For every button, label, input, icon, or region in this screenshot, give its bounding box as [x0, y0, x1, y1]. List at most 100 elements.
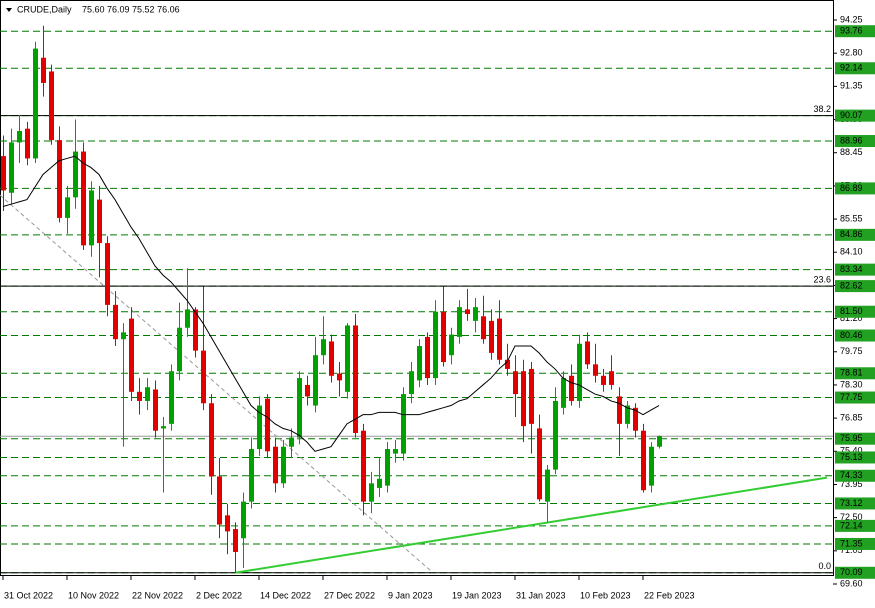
candle-body [369, 483, 374, 502]
candle-body [625, 405, 630, 424]
candle-body [49, 71, 54, 141]
candle-body [649, 446, 654, 486]
candle-body [65, 197, 70, 218]
level-label: 80.46 [840, 330, 863, 340]
candle-body [105, 243, 110, 305]
level-label-box [835, 566, 875, 579]
candle-body [393, 449, 398, 454]
candle-body [361, 430, 366, 502]
y-tick-label: 75.40 [840, 446, 863, 456]
level-label-box [835, 25, 875, 38]
candle-body [89, 190, 94, 246]
candle-body [153, 389, 158, 431]
candle-body [425, 336, 430, 379]
candle-body [513, 371, 518, 395]
candle-body [577, 343, 582, 401]
level-label: 82.62 [840, 280, 863, 290]
candle-body [9, 142, 14, 193]
y-tick-label: 79.75 [840, 346, 863, 356]
x-tick-label: 2 Dec 2022 [196, 590, 242, 600]
candle-body [281, 446, 286, 484]
candle-body [289, 437, 294, 447]
candle-body [329, 341, 334, 376]
level-label-box [835, 182, 875, 195]
candle-body [521, 371, 526, 427]
x-tick-label: 31 Oct 2022 [4, 590, 53, 600]
candle-body [345, 325, 350, 392]
y-tick-label: 91.35 [840, 81, 863, 91]
y-tick-label: 73.95 [840, 479, 863, 489]
candle-body [169, 371, 174, 424]
candle-body [433, 311, 438, 379]
level-label: 86.89 [840, 183, 863, 193]
fib-label: 38.2 [813, 104, 831, 114]
level-label: 92.14 [840, 63, 863, 73]
fib-label: 0.0 [818, 561, 831, 571]
candle-body [553, 400, 558, 470]
level-label-box [835, 329, 875, 342]
level-label: 75.13 [840, 452, 863, 462]
candle-body [129, 318, 134, 392]
y-tick-label: 94.25 [840, 14, 863, 24]
moving-average [2, 155, 660, 452]
level-label-box [835, 228, 875, 241]
candle-body [497, 318, 502, 360]
y-tick-label: 85.55 [840, 213, 863, 223]
level-label: 72.14 [840, 520, 863, 530]
level-label: 81.50 [840, 306, 863, 316]
level-label: 74.33 [840, 470, 863, 480]
y-tick-label: 78.30 [840, 379, 863, 389]
candle-body [481, 316, 486, 340]
level-label-box [835, 62, 875, 75]
y-tick-label: 81.20 [840, 313, 863, 323]
candle-body [265, 398, 270, 452]
level-label-box [835, 497, 875, 510]
candle-body [633, 407, 638, 431]
level-label: 77.75 [840, 392, 863, 402]
candle-body [41, 57, 46, 83]
level-label-box [835, 109, 875, 122]
y-tick-label: 71.05 [840, 545, 863, 555]
candle-body [489, 320, 494, 353]
candle-body [1, 156, 6, 191]
candle-body [505, 359, 510, 369]
fib-label: 23.6 [813, 274, 831, 284]
candle-body [529, 368, 534, 424]
candle-body [641, 430, 646, 491]
candle-body [465, 309, 470, 315]
level-label: 75.95 [840, 433, 863, 443]
x-tick-label: 14 Dec 2022 [260, 590, 311, 600]
candle-body [201, 350, 206, 404]
candle-body [561, 378, 566, 408]
level-label: 70.09 [840, 567, 863, 577]
candle-body [113, 304, 118, 340]
menu-arrow[interactable] [6, 8, 12, 12]
level-label-box [835, 263, 875, 276]
candle-body [617, 396, 622, 424]
candle-body [321, 339, 326, 356]
candle-body [401, 394, 406, 454]
x-tick-label: 27 Dec 2022 [324, 590, 375, 600]
level-label-box [835, 135, 875, 148]
level-label: 88.96 [840, 135, 863, 145]
level-label-box [835, 519, 875, 532]
candle-body [593, 364, 598, 376]
symbol: CRUDE,Daily [17, 4, 72, 14]
level-label-box [835, 451, 875, 464]
candle-body [305, 384, 310, 397]
candle-body [121, 332, 126, 340]
x-tick-label: 31 Jan 2023 [516, 590, 566, 600]
candle-body [193, 309, 198, 351]
candle-body [385, 449, 390, 486]
candle-body [313, 355, 318, 406]
x-tick-label: 9 Jan 2023 [388, 590, 433, 600]
candle-body [233, 529, 238, 552]
candle-body [185, 309, 190, 328]
level-label-box [835, 537, 875, 550]
candle-body [241, 501, 246, 539]
candle-body [353, 325, 358, 433]
candle-body [409, 371, 414, 395]
candle-body [225, 515, 230, 532]
